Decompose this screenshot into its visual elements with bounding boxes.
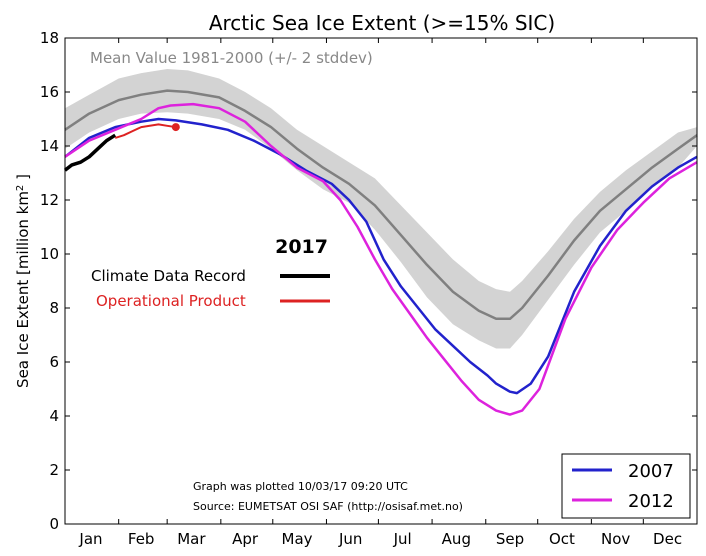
y-tick-label: 8 xyxy=(49,299,59,317)
y-tick-label: 14 xyxy=(40,137,59,155)
x-tick-label: Aug xyxy=(442,530,471,548)
legend-box: 2007 2012 xyxy=(561,453,691,519)
y-tick-label: 18 xyxy=(40,29,59,47)
x-tick-label: Nov xyxy=(601,530,630,548)
x-tick-label: Dec xyxy=(653,530,682,548)
chart-title: Arctic Sea Ice Extent (>=15% SIC) xyxy=(209,11,555,35)
x-tick-label: Feb xyxy=(128,530,155,548)
x-tick-label: Jan xyxy=(78,530,102,548)
y-tick-label: 10 xyxy=(40,245,59,263)
series-line-climate-data-record xyxy=(63,133,117,172)
x-tick-label: May xyxy=(282,530,313,548)
y-axis-label-superscript: 2 xyxy=(15,185,26,191)
operational-product-latest-marker xyxy=(171,123,180,132)
x-tick-label: Jul xyxy=(393,530,412,548)
series-line-mean-value-1981-2000 xyxy=(64,89,698,321)
y-axis-label: Sea Ice Extent [million km2 ] xyxy=(14,174,32,388)
plot-area xyxy=(63,69,698,416)
y-tick-label: 0 xyxy=(49,515,59,533)
y-tick-label: 16 xyxy=(40,83,59,101)
plot-timestamp-note: Graph was plotted 10/03/17 09:20 UTC xyxy=(193,480,408,493)
legend-2007-label: 2007 xyxy=(628,461,674,482)
series-line-2007 xyxy=(64,117,698,395)
x-tick-label: Jun xyxy=(338,530,362,548)
y-axis-label-end: ] xyxy=(14,174,32,185)
mean-value-label: Mean Value 1981-2000 (+/- 2 stddev) xyxy=(90,49,373,67)
x-tick-label: Oct xyxy=(549,530,575,548)
source-note: Source: EUMETSAT OSI SAF (http://osisaf.… xyxy=(193,500,463,513)
mean-stddev-band xyxy=(65,69,697,349)
y-tick-label: 4 xyxy=(49,407,59,425)
y-tick-label: 12 xyxy=(40,191,59,209)
legend-box-frame xyxy=(561,453,691,519)
x-tick-label: Sep xyxy=(496,530,524,548)
legend-2012-label: 2012 xyxy=(628,491,674,512)
y-tick-label: 6 xyxy=(49,353,59,371)
axis-ticks: 0 2 4 6 8 10 12 14 16 18 Jan Feb Mar Apr May Jun Jul Aug S… xyxy=(40,29,698,548)
x-tick-label: Apr xyxy=(232,530,259,548)
series-line-operational-product xyxy=(114,123,176,139)
x-tick-label: Mar xyxy=(177,530,206,548)
legend-operational-product-label: Operational Product xyxy=(96,292,246,310)
plot-frame xyxy=(64,37,698,525)
series-line-2012 xyxy=(64,102,698,416)
y-tick-label: 2 xyxy=(49,461,59,479)
legend-climate-data-record-label: Climate Data Record xyxy=(91,267,246,285)
y-axis-label-main: Sea Ice Extent [million km xyxy=(14,191,32,388)
legend-year-label: 2017 xyxy=(275,236,328,258)
